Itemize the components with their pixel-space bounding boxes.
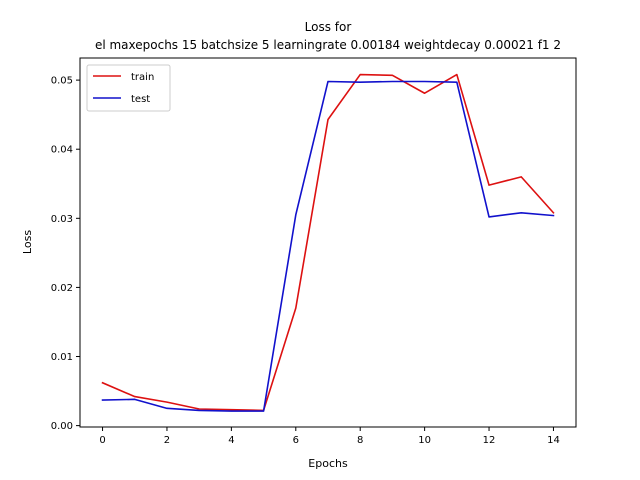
y-tick-label: 0.04 [51,145,73,156]
y-axis-label: Loss [21,230,34,254]
x-tick-label: 4 [228,435,234,446]
legend-box [86,64,171,112]
y-tick-label: 0.02 [51,283,73,294]
series-line-test [101,80,555,412]
chart-title-line-1: Loss for [305,20,352,34]
x-axis-label: Epochs [308,457,348,470]
series-line-train [101,73,555,412]
y-axis-ticks: 0.00 0.01 0.02 0.03 0.04 0.05 [51,76,80,432]
legend: train test [86,64,171,112]
y-tick-label: 0.00 [51,421,73,432]
x-axis-ticks: 0 2 4 6 8 10 12 14 [99,427,560,446]
plot-area-frame [79,57,577,428]
legend-label-test: test [131,94,150,105]
x-tick-label: 14 [547,435,560,446]
x-tick-label: 2 [164,435,170,446]
legend-label-train: train [131,72,154,83]
x-tick-label: 6 [293,435,299,446]
x-tick-label: 10 [418,435,431,446]
x-tick-label: 0 [99,435,105,446]
x-tick-label: 8 [357,435,363,446]
series-lines [101,73,555,412]
chart-title-line-2: el maxepochs 15 batchsize 5 learningrate… [95,38,561,52]
y-tick-label: 0.05 [51,76,73,87]
x-tick-label: 12 [483,435,496,446]
y-tick-label: 0.03 [51,214,73,225]
y-tick-label: 0.01 [51,352,73,363]
